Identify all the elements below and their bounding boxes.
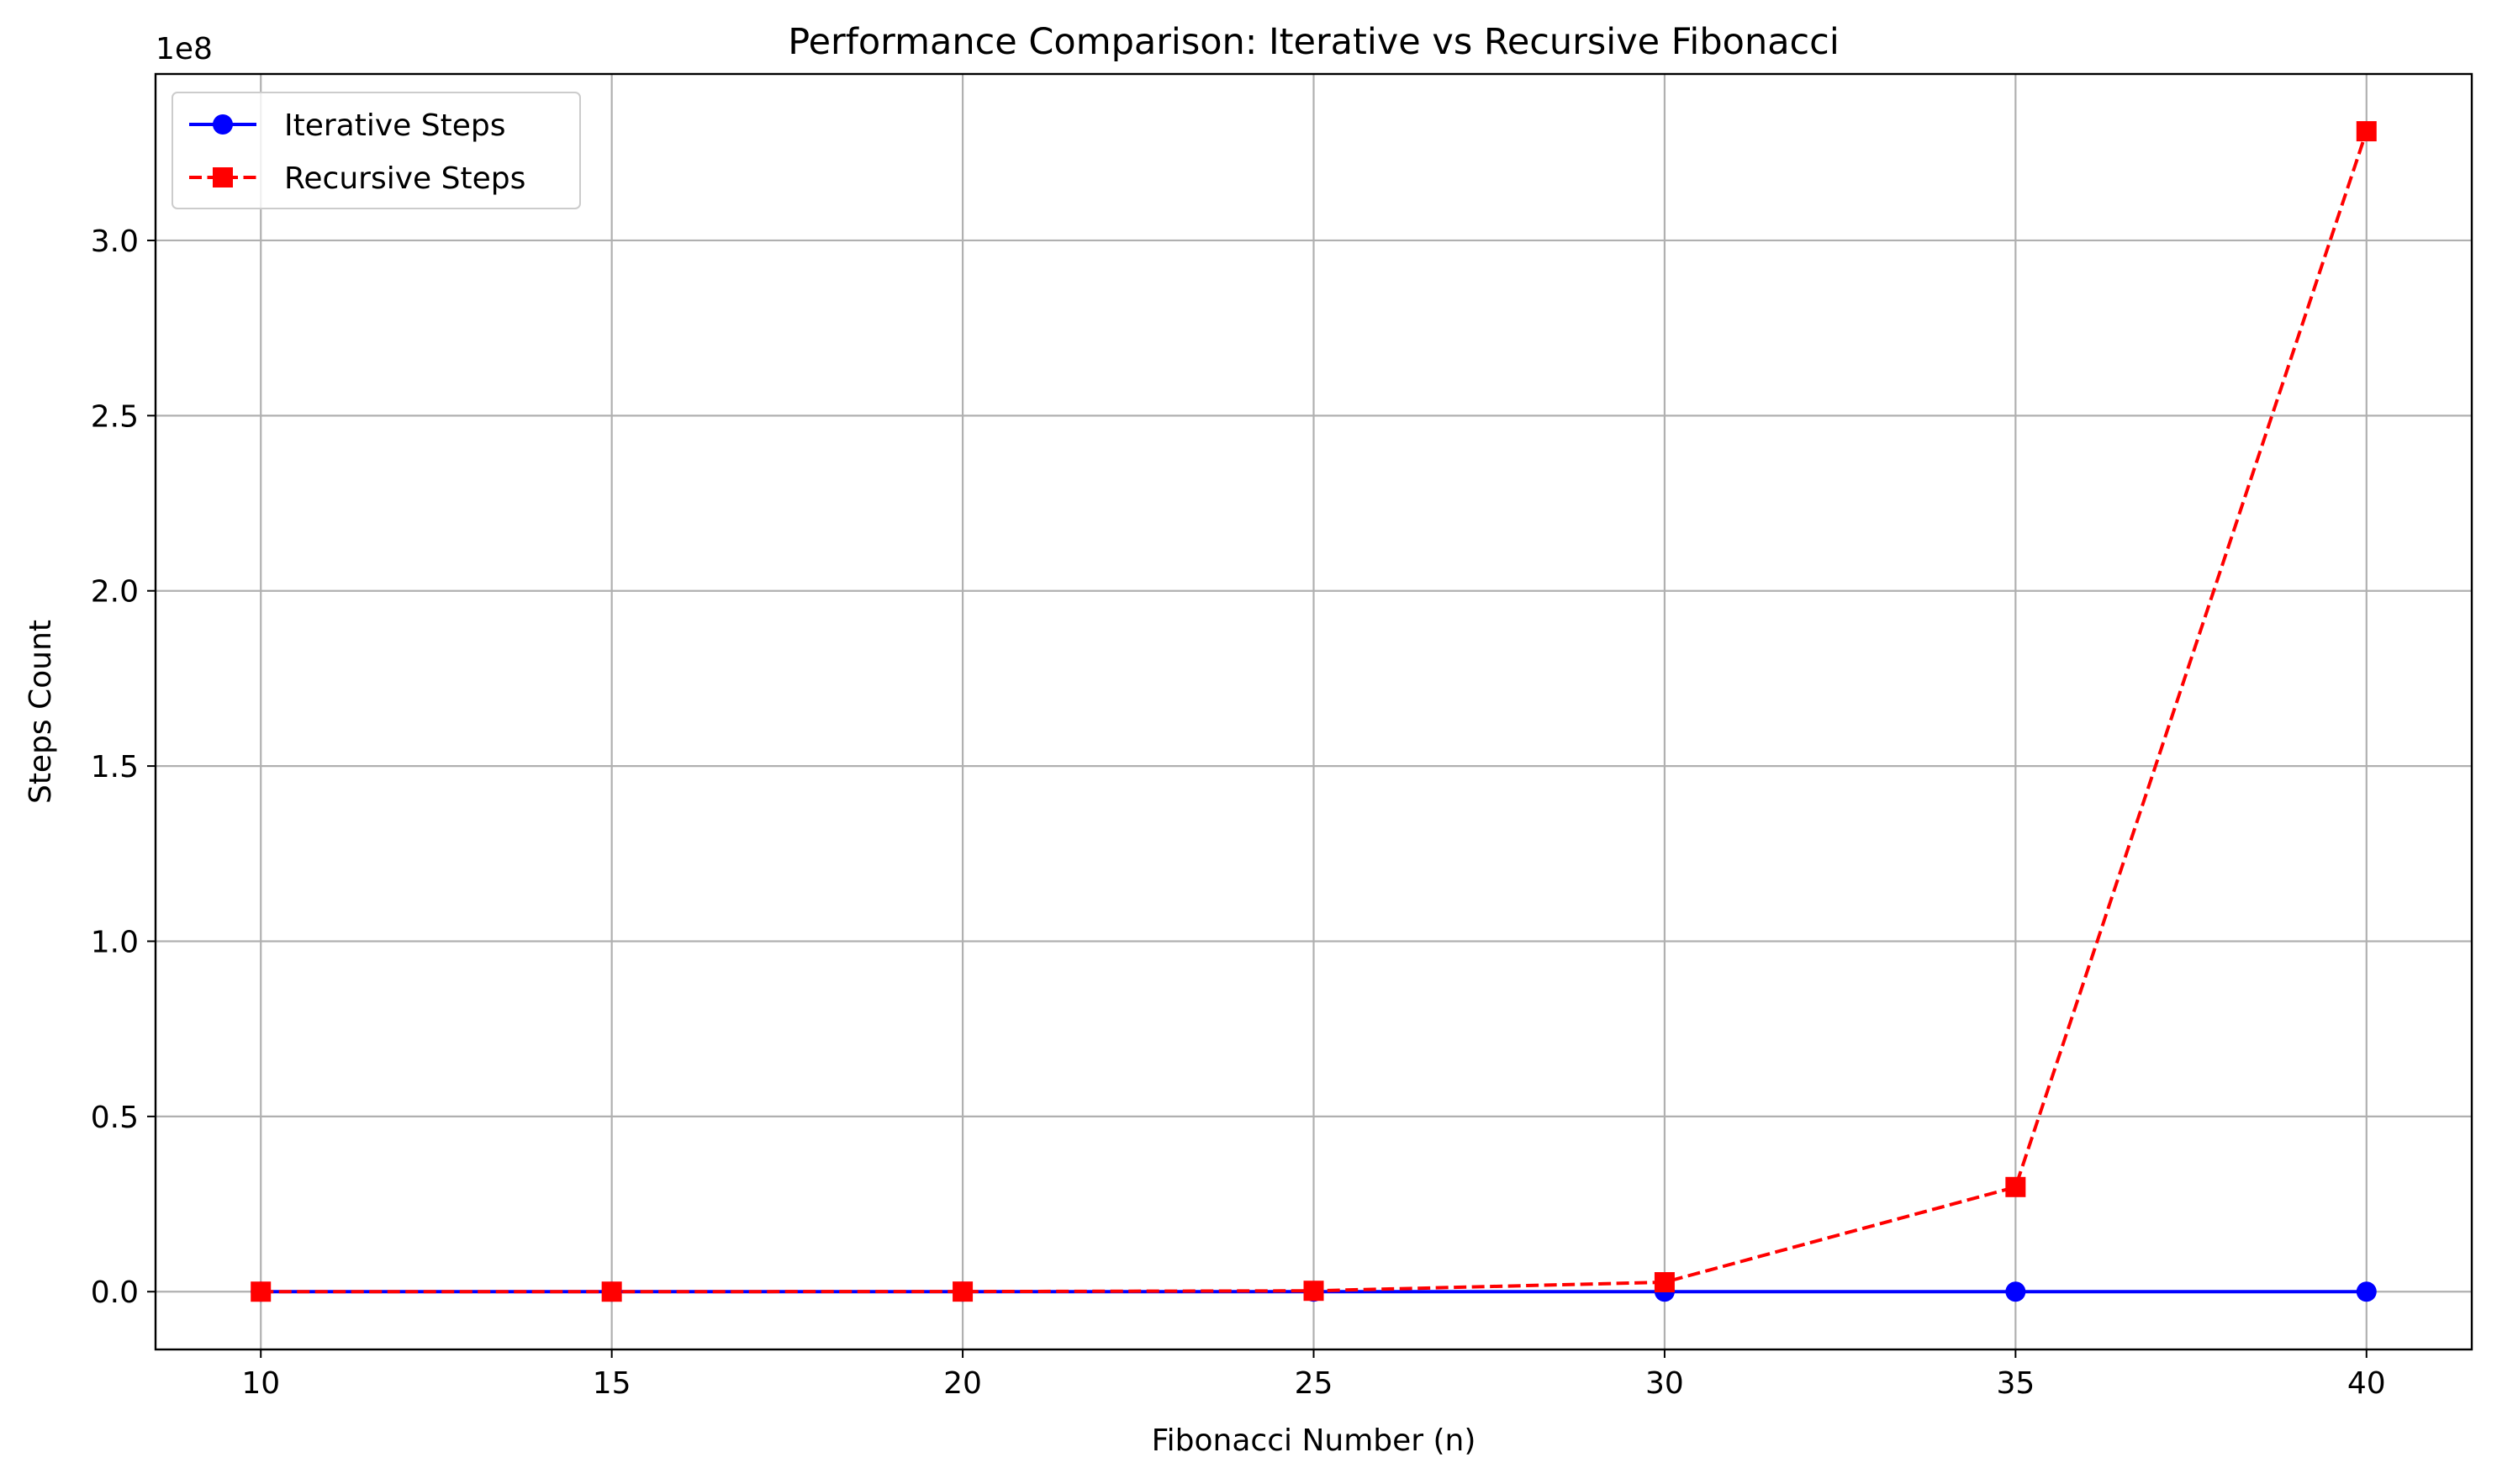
y-tick-label: 1.0	[91, 925, 139, 959]
axis-ticks: 10 15 20 25 30 35 40 0.0 0.5 1.0 1.5 2.0 2.5 3.0	[91, 224, 2386, 1401]
data-point	[953, 1281, 974, 1302]
grid	[156, 74, 2472, 1349]
x-tick-label: 30	[1645, 1366, 1684, 1401]
legend-item: Recursive Steps	[189, 161, 525, 196]
series-recursive	[251, 121, 2377, 1302]
x-tick-label: 35	[1996, 1366, 2035, 1401]
x-tick-label: 10	[241, 1366, 280, 1401]
y-tick-label: 1.5	[91, 750, 139, 784]
legend-item: Iterative Steps	[189, 108, 505, 143]
series-layer	[251, 121, 2377, 1302]
legend: Iterative Steps Recursive Steps	[172, 92, 581, 209]
y-tick-label: 3.0	[91, 224, 139, 259]
y-tick-label: 2.5	[91, 399, 139, 434]
x-tick-label: 20	[943, 1366, 982, 1401]
y-axis-offset-label: 1e8	[156, 32, 213, 66]
y-tick-label: 2.0	[91, 575, 139, 610]
x-tick-label: 40	[2347, 1366, 2386, 1401]
chart-title: Performance Comparison: Iterative vs Rec…	[788, 21, 1840, 63]
legend-label: Iterative Steps	[284, 108, 505, 143]
x-tick-label: 25	[1295, 1366, 1333, 1401]
x-axis-label: Fibonacci Number (n)	[1152, 1423, 1476, 1458]
legend-label: Recursive Steps	[284, 161, 525, 196]
data-point	[2356, 121, 2377, 142]
data-point	[1654, 1272, 1675, 1293]
y-tick-label: 0.5	[91, 1101, 139, 1135]
y-tick-label: 0.0	[91, 1275, 139, 1310]
data-point	[601, 1281, 622, 1302]
data-point	[2005, 1176, 2026, 1197]
legend-box	[172, 92, 581, 209]
x-tick-label: 15	[593, 1366, 631, 1401]
data-point	[1303, 1281, 1324, 1302]
data-point	[2356, 1281, 2377, 1302]
legend-marker	[213, 167, 233, 187]
y-axis-label: Steps Count	[24, 620, 58, 804]
data-point	[251, 1281, 272, 1302]
data-point	[2005, 1281, 2026, 1302]
legend-marker	[213, 114, 233, 135]
